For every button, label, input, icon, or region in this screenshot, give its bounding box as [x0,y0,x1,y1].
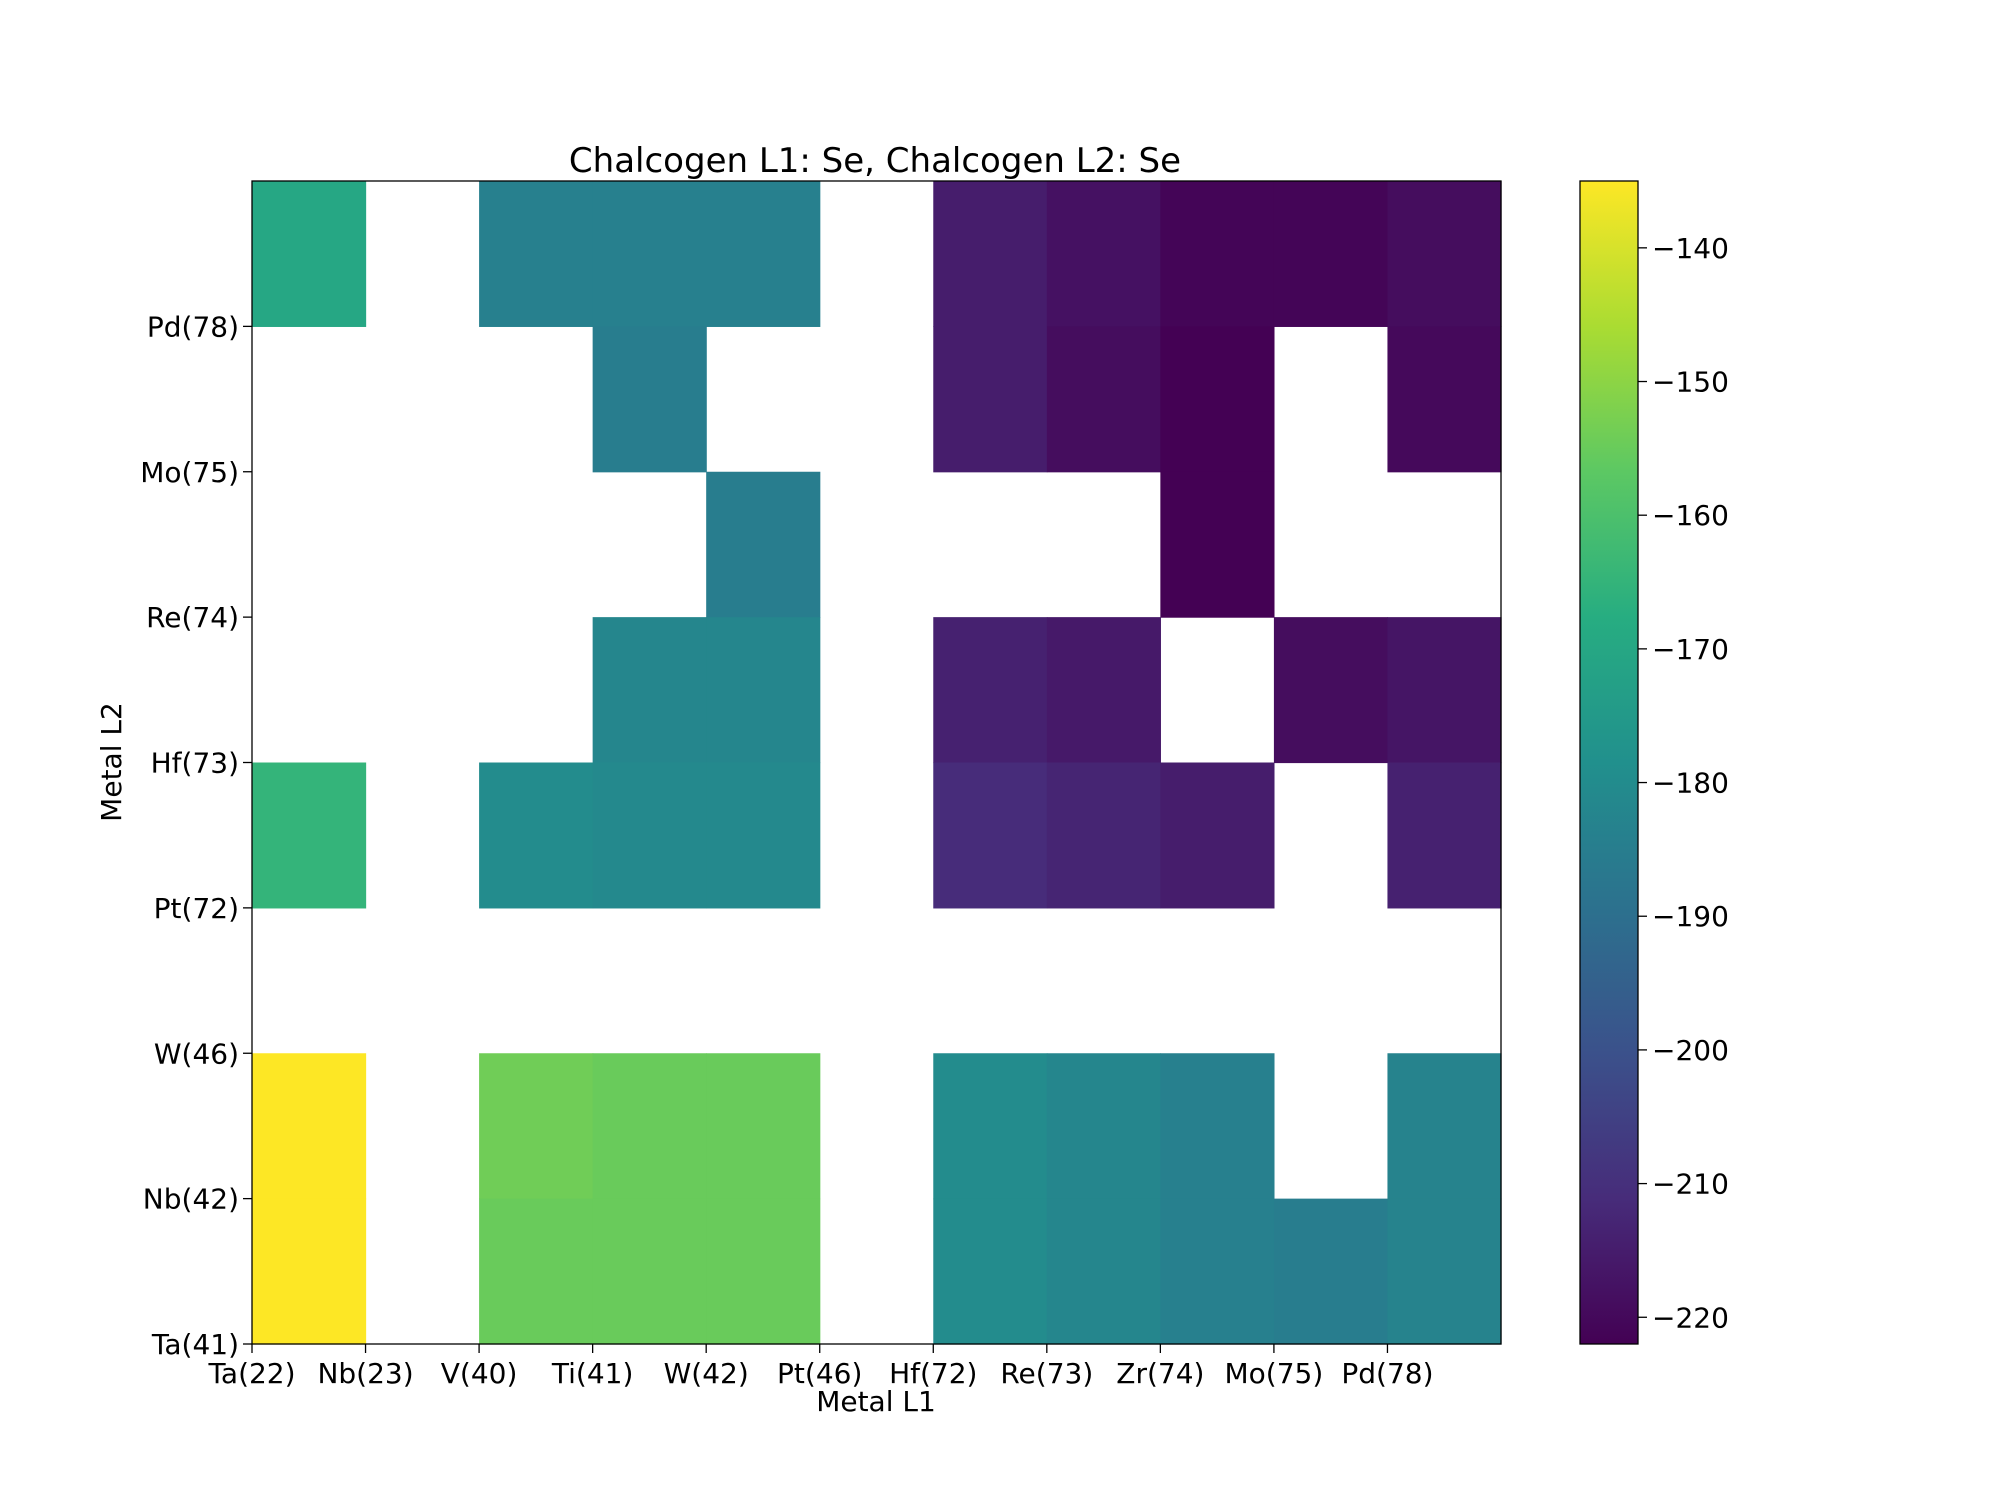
heatmap-cell [933,617,1048,764]
x-tick-label: Ti(41) [551,1357,634,1390]
heatmap-cell [1046,617,1161,764]
x-tick-label: Pd(78) [1341,1357,1433,1390]
heatmap-cell [252,762,367,909]
heatmap-cell [252,181,367,327]
x-axis-label: Metal L1 [816,1385,936,1418]
y-tick-label: Pt(72) [154,892,239,925]
heatmap-cell [252,1198,367,1345]
y-tick-label: W(46) [154,1037,239,1070]
heatmap-cell [1160,1198,1275,1345]
heatmap-cell [592,617,707,764]
colorbar-tick-label: −140 [1652,232,1729,265]
heatmap-cell [592,1198,707,1345]
heatmap-cell [1387,617,1502,764]
heatmap-cell [706,617,821,764]
heatmap-cell [706,471,821,618]
heatmap-cell [706,1198,821,1345]
y-tick-label: Mo(75) [140,456,239,489]
colorbar-tick-label: −150 [1652,366,1729,399]
heatmap-cell [479,181,594,327]
heatmap-cell [1046,326,1161,473]
heatmap-cell [479,1198,594,1345]
x-axis-ticks: Ta(22) Nb(23) V(40) Ti(41) W(42) Pt(46) Hf(72)… [207,1344,1434,1390]
colorbar-ticks: −140 −150 −160 −170 −180 −190 −200 −210 −220 [1638,232,1729,1334]
y-axis-ticks: Ta(41) Nb(42) W(46) Pt(72) Hf(73) Re(74) Mo(75… [140,310,252,1361]
heatmap-cell [592,762,707,909]
x-tick-label: Re(73) [1000,1357,1093,1390]
y-axis-label: Metal L2 [95,702,128,822]
colorbar-tick-label: −220 [1652,1301,1729,1334]
heatmap-cells [252,181,1502,1345]
x-tick-label: Mo(75) [1225,1357,1324,1390]
heatmap-cell [933,1198,1048,1345]
heatmap-cell [1160,1053,1275,1200]
heatmap-cell [1160,762,1275,909]
heatmap-cell [1387,762,1502,909]
heatmap-cell [706,762,821,909]
y-tick-label: Pd(78) [147,310,239,343]
y-tick-label: Re(74) [146,601,239,634]
colorbar-tick-label: −210 [1652,1168,1729,1201]
heatmap-cell [1387,326,1502,473]
colorbar-tick-label: −170 [1652,633,1729,666]
heatmap-cell [1273,617,1389,764]
heatmap-cell [1387,181,1502,327]
chart-title: Chalcogen L1: Se, Chalcogen L2: Se [569,141,1181,181]
colorbar-tick-label: −160 [1652,499,1729,532]
heatmap-cell [1160,181,1275,327]
colorbar-tick-label: −190 [1652,900,1729,933]
heatmap-cell [933,181,1048,327]
heatmap-cell [1273,181,1389,327]
heatmap-cell [1160,471,1275,618]
heatmap-cell [592,181,707,327]
x-tick-label: Nb(23) [317,1357,413,1390]
heatmap-cell [1387,1198,1502,1345]
x-tick-label: Zr(74) [1116,1357,1204,1390]
x-tick-label: Pt(46) [777,1357,862,1390]
heatmap-cell [706,1053,821,1200]
y-tick-label: Ta(41) [151,1328,239,1361]
y-tick-label: Hf(73) [151,747,239,780]
heatmap-cell [592,1053,707,1200]
x-tick-label: Hf(72) [889,1357,977,1390]
x-tick-label: W(42) [664,1357,749,1390]
heatmap-cell [1273,1198,1389,1345]
heatmap-cell [1046,762,1161,909]
colorbar [1579,180,1639,1345]
heatmap-cell [479,762,594,909]
heatmap-cell [933,1053,1048,1200]
heatmap-cell [1046,1053,1161,1200]
heatmap-cell [933,762,1048,909]
heatmap-cell [1387,1053,1502,1200]
heatmap-cell [1160,326,1275,473]
heatmap-cell [252,1053,367,1200]
colorbar-tick-label: −180 [1652,767,1729,800]
x-tick-label: V(40) [441,1357,518,1390]
heatmap-cell [592,326,707,473]
heatmap-cell [1046,1198,1161,1345]
heatmap-cell [706,181,821,327]
colorbar-tick-label: −200 [1652,1034,1729,1067]
y-tick-label: Nb(42) [143,1183,239,1216]
heatmap-cell [479,1053,594,1200]
heatmap-cell [1046,181,1161,327]
x-tick-label: Ta(22) [207,1357,295,1390]
heatmap-cell [933,326,1048,473]
